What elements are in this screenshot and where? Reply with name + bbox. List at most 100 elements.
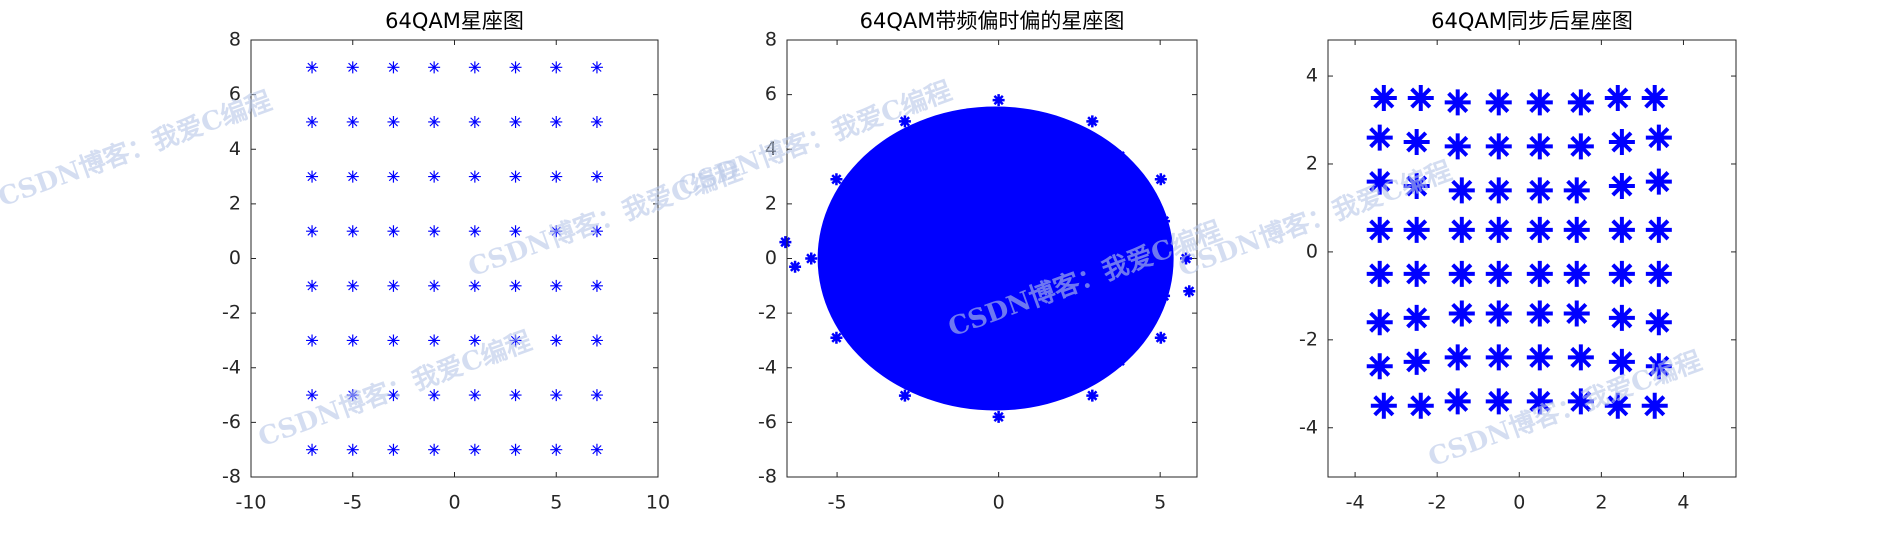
star-marker bbox=[1526, 89, 1553, 116]
star-marker bbox=[387, 115, 400, 128]
star-marker bbox=[895, 225, 908, 238]
star-marker bbox=[948, 112, 961, 125]
star-marker bbox=[468, 389, 481, 402]
star-marker bbox=[1366, 216, 1393, 243]
star-marker bbox=[1448, 177, 1475, 204]
star-marker bbox=[1526, 260, 1553, 287]
y-tick-label: -4 bbox=[1299, 416, 1318, 438]
star-marker bbox=[1036, 392, 1049, 405]
star-marker bbox=[590, 334, 603, 347]
star-marker bbox=[992, 410, 1005, 423]
star-marker bbox=[306, 279, 319, 292]
star-marker bbox=[1485, 216, 1512, 243]
star-marker bbox=[1366, 260, 1393, 287]
star-marker bbox=[1057, 197, 1070, 210]
star-marker bbox=[1604, 392, 1631, 419]
star-marker bbox=[428, 61, 441, 74]
x-tick-label: 0 bbox=[993, 492, 1005, 514]
star-marker bbox=[346, 443, 359, 456]
y-tick-label: 6 bbox=[229, 83, 241, 105]
y-tick-label: -8 bbox=[758, 466, 777, 488]
star-marker bbox=[306, 115, 319, 128]
star-marker bbox=[1448, 216, 1475, 243]
star-marker bbox=[387, 170, 400, 183]
star-marker bbox=[1641, 85, 1668, 112]
star-marker bbox=[1407, 392, 1434, 419]
star-marker bbox=[306, 170, 319, 183]
star-marker bbox=[590, 170, 603, 183]
star-marker bbox=[1407, 85, 1434, 112]
star-marker bbox=[387, 389, 400, 402]
y-tick-label: -6 bbox=[222, 411, 241, 433]
star-marker bbox=[550, 334, 563, 347]
x-tick-label: 4 bbox=[1677, 492, 1689, 514]
y-tick-label: 4 bbox=[765, 138, 777, 160]
star-marker bbox=[346, 61, 359, 74]
star-marker bbox=[1366, 353, 1393, 380]
star-marker bbox=[1444, 388, 1471, 415]
star-marker bbox=[928, 307, 941, 320]
star-marker bbox=[1113, 354, 1126, 367]
star-marker bbox=[1183, 285, 1196, 298]
y-tick-label: 2 bbox=[765, 192, 777, 214]
star-marker bbox=[346, 334, 359, 347]
star-marker bbox=[1608, 172, 1635, 199]
y-tick-label: -6 bbox=[758, 411, 777, 433]
star-marker bbox=[346, 115, 359, 128]
star-marker bbox=[1645, 124, 1672, 151]
chart-title: 64QAM星座图 bbox=[385, 9, 524, 33]
star-marker bbox=[387, 334, 400, 347]
star-marker bbox=[1526, 300, 1553, 327]
star-marker bbox=[1645, 168, 1672, 195]
star-marker bbox=[1563, 216, 1590, 243]
star-marker bbox=[779, 236, 792, 249]
x-tick-label: -4 bbox=[1346, 492, 1365, 514]
star-marker bbox=[468, 334, 481, 347]
star-marker bbox=[306, 443, 319, 456]
star-marker bbox=[1366, 124, 1393, 151]
star-marker bbox=[1403, 260, 1430, 287]
star-marker bbox=[1485, 260, 1512, 287]
star-marker bbox=[1113, 150, 1126, 163]
star-marker bbox=[1563, 300, 1590, 327]
y-tick-label: 0 bbox=[229, 247, 241, 269]
star-marker bbox=[1485, 344, 1512, 371]
star-marker bbox=[550, 61, 563, 74]
star-marker bbox=[1608, 260, 1635, 287]
y-tick-label: -4 bbox=[758, 356, 777, 378]
star-marker bbox=[550, 225, 563, 238]
y-tick-label: 8 bbox=[229, 29, 241, 51]
star-marker bbox=[428, 334, 441, 347]
star-marker bbox=[1563, 260, 1590, 287]
star-marker bbox=[590, 61, 603, 74]
x-tick-label: 2 bbox=[1595, 492, 1607, 514]
x-tick-label: 5 bbox=[1154, 492, 1166, 514]
star-marker bbox=[1645, 216, 1672, 243]
star-marker bbox=[1526, 177, 1553, 204]
star-marker bbox=[1608, 128, 1635, 155]
star-marker bbox=[1403, 216, 1430, 243]
y-tick-label: -2 bbox=[758, 302, 777, 324]
star-marker bbox=[1089, 279, 1102, 292]
star-marker bbox=[468, 279, 481, 292]
star-marker bbox=[948, 392, 961, 405]
star-marker bbox=[1154, 331, 1167, 344]
star-marker bbox=[346, 389, 359, 402]
star-marker bbox=[590, 225, 603, 238]
x-tick-label: -5 bbox=[828, 492, 847, 514]
star-marker bbox=[1485, 133, 1512, 160]
star-marker bbox=[387, 279, 400, 292]
star-marker bbox=[1366, 309, 1393, 336]
star-marker bbox=[1567, 133, 1594, 160]
star-marker bbox=[1567, 344, 1594, 371]
star-marker bbox=[1526, 133, 1553, 160]
star-marker bbox=[1403, 128, 1430, 155]
star-marker bbox=[1563, 177, 1590, 204]
star-marker bbox=[428, 170, 441, 183]
star-marker bbox=[1526, 216, 1553, 243]
star-marker bbox=[1444, 133, 1471, 160]
star-marker bbox=[346, 225, 359, 238]
axes-box bbox=[1327, 39, 1737, 478]
star-marker bbox=[1485, 89, 1512, 116]
star-marker bbox=[387, 225, 400, 238]
